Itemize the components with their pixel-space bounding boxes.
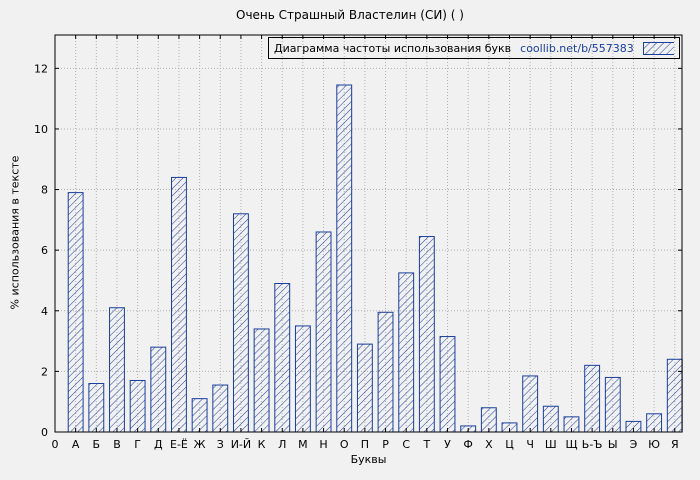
x-tick-label: У [444, 438, 451, 451]
plot-border [54, 34, 683, 433]
x-tick-label: Р [382, 438, 389, 451]
x-tick-label: Э [630, 438, 638, 451]
y-axis-label: % использования в тексте [8, 155, 22, 310]
x-tick-label: Х [485, 438, 493, 451]
x-tick-label: Л [278, 438, 286, 451]
x-tick-label: Б [93, 438, 101, 451]
y-tick-label: 0 [41, 426, 48, 439]
x-tick-label: П [361, 438, 369, 451]
bar-В [109, 307, 125, 433]
x-tick-label: В [113, 438, 121, 451]
bar-Ж [191, 398, 208, 433]
x-tick-label: К [258, 438, 266, 451]
bar-П [356, 343, 373, 433]
x-tick-label: И-Й [231, 438, 251, 451]
y-tick-label: 2 [41, 365, 48, 378]
x-tick-label: Т [422, 438, 430, 451]
x-tick-label: Я [671, 438, 679, 451]
x-tick-label: Ц [505, 438, 514, 451]
bar-И-Й [232, 213, 249, 433]
x-tick-label: Ю [648, 438, 660, 451]
x-tick-label: О [340, 438, 349, 451]
bar-Т [418, 236, 435, 433]
y-tick-label: 8 [41, 184, 48, 197]
x-tick-label: Г [134, 438, 141, 451]
x-tick-label: Д [154, 438, 163, 451]
y-tick-label: 12 [34, 62, 48, 75]
bar-Д [150, 346, 167, 433]
chart-title: Очень Страшный Властелин (СИ) ( ) [236, 8, 464, 22]
bar-Б [88, 383, 105, 433]
y-tick-label: 6 [41, 244, 48, 257]
x-tick-label: Ж [194, 438, 206, 451]
bar-А [67, 192, 84, 433]
legend: Диаграмма частоты использования букв coo… [268, 37, 680, 59]
y-tick-label: 4 [41, 305, 48, 318]
bar-Е-Ё [171, 176, 187, 433]
bar-У [439, 336, 456, 433]
x-tick-label: Ч [526, 438, 534, 451]
bar-Л [274, 283, 291, 433]
x-tick-label: Н [319, 438, 327, 451]
bar-Н [315, 231, 332, 433]
bar-М [294, 325, 311, 433]
bar-Ь-Ъ [584, 364, 601, 433]
x-tick-label: З [217, 438, 224, 451]
x-tick-label: А [72, 438, 80, 451]
x-origin-label: 0 [52, 438, 59, 451]
bar-Ч [522, 375, 539, 433]
bar-Ы [604, 376, 621, 433]
bar-Р [377, 311, 394, 433]
x-tick-label: Щ [565, 438, 577, 451]
bar-Г [129, 379, 146, 433]
bar-С [398, 272, 415, 433]
bar-Я [666, 358, 683, 433]
x-tick-label: Е-Ё [170, 438, 188, 451]
x-tick-label: Ы [608, 438, 618, 451]
y-tick-label: 10 [34, 123, 48, 136]
x-tick-label: С [402, 438, 410, 451]
bar-О [336, 84, 353, 433]
x-axis-label: Буквы [350, 453, 387, 466]
x-tick-label: М [298, 438, 308, 451]
legend-label: Диаграмма частоты использования букв [274, 41, 512, 55]
bar-З [212, 384, 229, 433]
x-tick-label: Ь-Ъ [582, 438, 603, 451]
bar-К [253, 328, 270, 433]
legend-link: coollib.net/b/557383 [520, 41, 634, 55]
legend-swatch-icon [642, 41, 674, 55]
x-tick-label: Ф [463, 438, 472, 451]
x-tick-label: Ш [545, 438, 557, 451]
